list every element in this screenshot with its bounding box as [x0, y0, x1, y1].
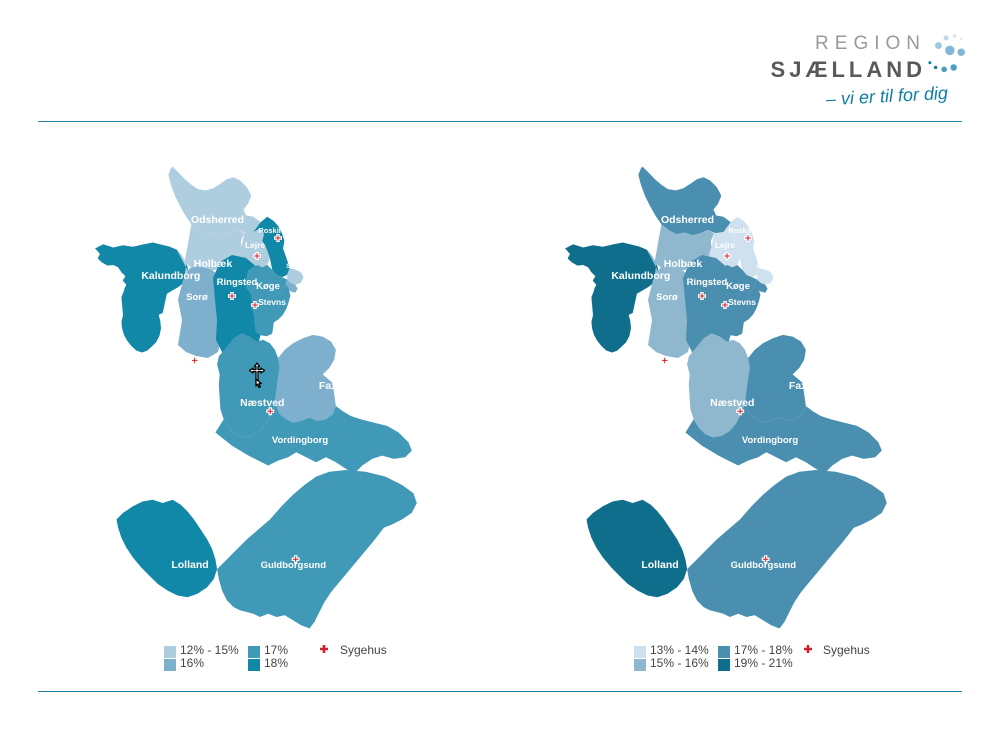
svg-text:Slagelse: Slagelse	[638, 368, 681, 380]
svg-text:Odsherred: Odsherred	[661, 214, 714, 226]
svg-text:Vordingborg: Vordingborg	[272, 435, 328, 446]
svg-text:Greve: Greve	[761, 245, 780, 252]
svg-text:Faxe: Faxe	[789, 380, 813, 392]
svg-text:Køge: Køge	[256, 281, 280, 292]
svg-text:Stevns: Stevns	[728, 297, 756, 307]
svg-text:Solrød: Solrød	[286, 263, 306, 270]
svg-text:Holbæk: Holbæk	[664, 258, 703, 270]
svg-text:Ringsted: Ringsted	[217, 277, 258, 288]
svg-text:Lejre: Lejre	[715, 240, 736, 250]
svg-text:Faxe: Faxe	[319, 380, 343, 392]
svg-text:Odsherred: Odsherred	[191, 214, 244, 226]
svg-text:Næstved: Næstved	[240, 397, 284, 409]
svg-text:Stevns: Stevns	[258, 297, 286, 307]
svg-text:Kalundborg: Kalundborg	[141, 270, 200, 282]
svg-text:Lolland: Lolland	[171, 559, 208, 571]
svg-text:Holbæk: Holbæk	[194, 258, 233, 270]
svg-text:Guldborgsund: Guldborgsund	[731, 560, 797, 571]
svg-text:Sorø: Sorø	[186, 292, 208, 303]
svg-text:Greve: Greve	[291, 245, 310, 252]
svg-text:Kalundborg: Kalundborg	[611, 270, 670, 282]
svg-text:Roskilde: Roskilde	[258, 226, 289, 235]
svg-text:Næstved: Næstved	[710, 397, 754, 409]
svg-text:Lejre: Lejre	[245, 240, 266, 250]
svg-text:Vordingborg: Vordingborg	[742, 435, 798, 446]
svg-text:Guldborgsund: Guldborgsund	[261, 560, 327, 571]
svg-text:Slagelse: Slagelse	[168, 368, 211, 380]
svg-text:Lolland: Lolland	[641, 559, 678, 571]
svg-text:Sorø: Sorø	[656, 292, 678, 303]
svg-text:Solrød: Solrød	[756, 263, 776, 270]
svg-text:Køge: Køge	[726, 281, 750, 292]
svg-text:Ringsted: Ringsted	[687, 277, 728, 288]
svg-text:Roskilde: Roskilde	[728, 226, 759, 235]
